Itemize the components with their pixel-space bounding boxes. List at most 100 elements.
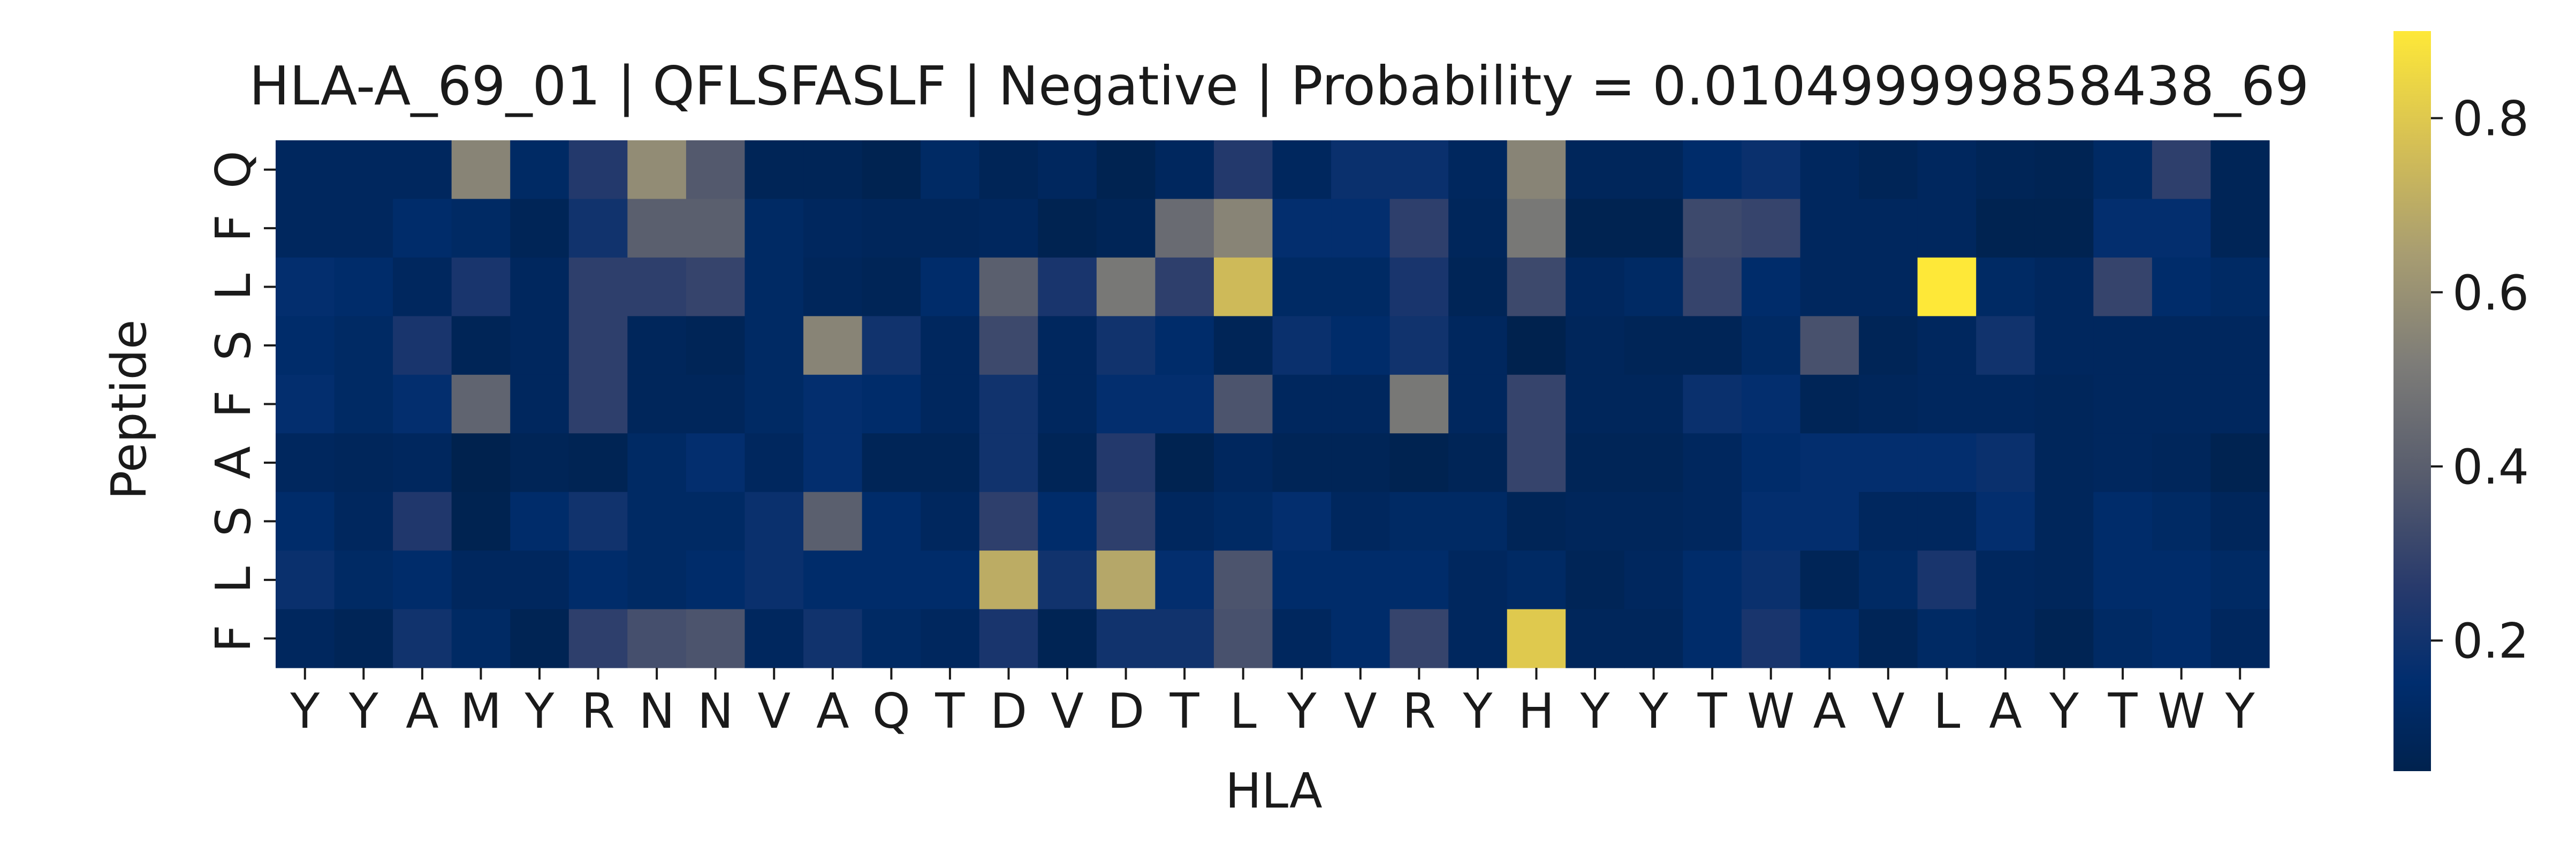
heatmap-cell (1155, 551, 1214, 610)
y-axis-ticks: QFLSFASLF (206, 150, 276, 652)
x-tick-label: H (1518, 683, 1555, 740)
x-tick-label: T (2108, 683, 2138, 740)
heatmap-cell (1507, 316, 1566, 375)
heatmap-cell (979, 433, 1038, 493)
heatmap-cell (1566, 374, 1625, 434)
heatmap-cell (1389, 316, 1449, 375)
heatmap-cell (451, 374, 511, 434)
heatmap-cell (1213, 140, 1273, 200)
heatmap-cell (1038, 199, 1097, 258)
heatmap-cell (1800, 551, 1859, 610)
colorbar-tick-label: 0.4 (2452, 439, 2529, 495)
x-tick-label: T (1697, 683, 1728, 740)
heatmap-cell (1566, 257, 1625, 316)
x-axis-label: HLA (1225, 763, 1322, 819)
heatmap-cell (2093, 140, 2153, 200)
heatmap-cell (979, 316, 1038, 375)
x-tick-label: Y (348, 683, 379, 740)
heatmap-cell (1741, 257, 1801, 316)
x-tick-label: V (757, 683, 791, 740)
heatmap-cell (1683, 199, 1742, 258)
colorbar-tick-label: 0.6 (2452, 265, 2529, 321)
heatmap-cells (276, 140, 2270, 668)
heatmap-cell (862, 492, 921, 551)
heatmap-cell (862, 374, 921, 434)
heatmap-cell (2152, 492, 2212, 551)
heatmap-cell (1800, 609, 1859, 668)
heatmap-cell (686, 492, 746, 551)
heatmap-cell (1331, 433, 1390, 493)
x-tick-label: R (581, 683, 615, 740)
heatmap-cell (2210, 609, 2270, 668)
heatmap-cell (510, 609, 569, 668)
heatmap-cell (1741, 140, 1801, 200)
y-tick-label: F (206, 390, 262, 418)
heatmap-cell (276, 609, 335, 668)
heatmap-cell (1213, 551, 1273, 610)
heatmap-cell (1624, 551, 1684, 610)
heatmap-cell (1683, 609, 1742, 668)
heatmap-cell (686, 374, 746, 434)
heatmap-cell (1507, 199, 1566, 258)
heatmap-cell (2210, 199, 2270, 258)
colorbar-ticks: 0.2 0.4 0.6 0.8 (2431, 91, 2529, 669)
heatmap-cell (1624, 374, 1684, 434)
heatmap-cell (803, 433, 863, 493)
heatmap-cell (568, 492, 628, 551)
heatmap-cell (510, 374, 569, 434)
heatmap-cell (1976, 551, 2035, 610)
heatmap-cell (393, 609, 452, 668)
heatmap-cell (686, 316, 746, 375)
heatmap-cell (1272, 316, 1332, 375)
heatmap-cell (1683, 551, 1742, 610)
heatmap-cell (803, 551, 863, 610)
heatmap-cell (862, 551, 921, 610)
heatmap-cell (393, 551, 452, 610)
heatmap-cell (1624, 433, 1684, 493)
heatmap-cell (334, 609, 393, 668)
heatmap-cell (510, 316, 569, 375)
heatmap-cell (1272, 257, 1332, 316)
heatmap-cell (921, 609, 980, 668)
heatmap-cell (568, 199, 628, 258)
heatmap-cell (1272, 140, 1332, 200)
heatmap-cell (1213, 199, 1273, 258)
heatmap-cell (1448, 199, 1508, 258)
heatmap-cell (1800, 140, 1859, 200)
x-tick-label: Y (2225, 683, 2255, 740)
heatmap-cell (862, 433, 921, 493)
heatmap-cell (393, 199, 452, 258)
heatmap-cell (451, 140, 511, 200)
heatmap-cell (1976, 257, 2035, 316)
heatmap-cell (2210, 492, 2270, 551)
heatmap-cell (2093, 609, 2153, 668)
x-tick-label: A (816, 683, 849, 740)
heatmap-cell (2034, 199, 2094, 258)
heatmap-cell (2152, 140, 2212, 200)
heatmap-cell (568, 374, 628, 434)
heatmap-cell (1800, 492, 1859, 551)
heatmap-cell (510, 199, 569, 258)
heatmap-cell (1448, 609, 1508, 668)
heatmap-cell (862, 316, 921, 375)
heatmap-cell (803, 374, 863, 434)
heatmap-cell (1976, 199, 2035, 258)
heatmap-cell (334, 257, 393, 316)
heatmap-cell (979, 140, 1038, 200)
heatmap-cell (2093, 433, 2153, 493)
heatmap-cell (393, 433, 452, 493)
heatmap-cell (921, 374, 980, 434)
heatmap-cell (2034, 609, 2094, 668)
heatmap-cell (276, 492, 335, 551)
heatmap-cell (686, 609, 746, 668)
heatmap-cell (2034, 257, 2094, 316)
heatmap-cell (334, 492, 393, 551)
heatmap-cell (1917, 199, 1977, 258)
heatmap-cell (627, 551, 687, 610)
y-tick-label: S (206, 506, 262, 537)
heatmap-cell (1155, 140, 1214, 200)
heatmap-cell (803, 316, 863, 375)
heatmap-cell (1917, 257, 1977, 316)
heatmap-cell (276, 374, 335, 434)
heatmap-cell (1448, 140, 1508, 200)
